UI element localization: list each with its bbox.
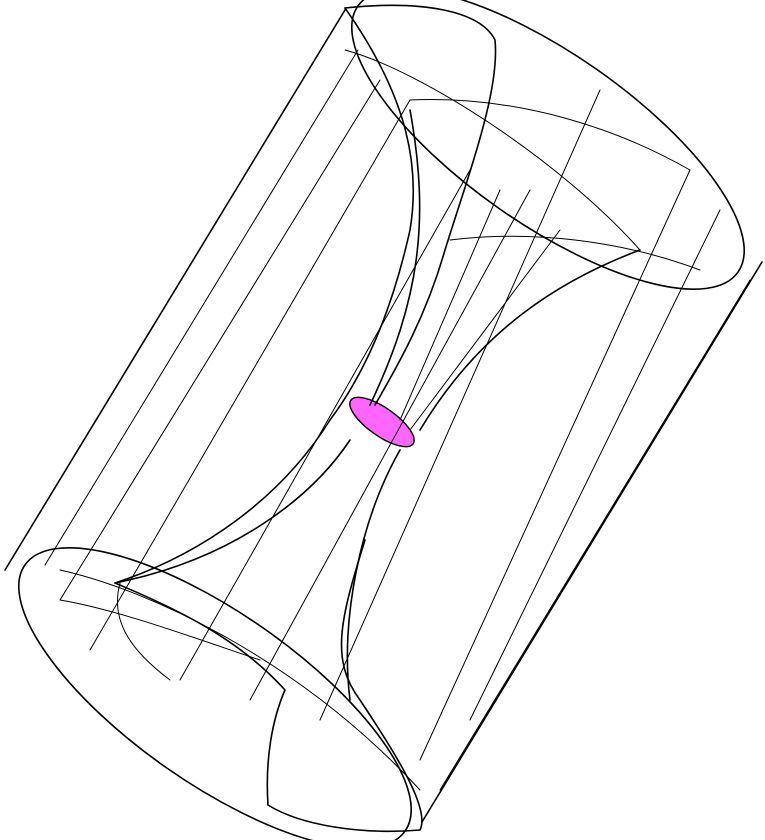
cylinder-edge-left xyxy=(4,9,346,571)
ruling-2 xyxy=(179,169,471,681)
ruling-4 xyxy=(319,89,601,721)
cylinder-inner-right xyxy=(439,279,751,791)
top-meridian-1 xyxy=(409,99,691,171)
hyperboloid-curve-lower-right xyxy=(346,449,401,701)
bottom-inner-rim xyxy=(59,569,421,791)
ruling-1 xyxy=(89,99,411,651)
strip-edge-lower-left xyxy=(114,419,331,806)
hyperboloid-curve-left xyxy=(369,109,421,406)
top-meridian-2 xyxy=(449,235,701,271)
hyperboloid-curve-lower xyxy=(114,439,351,584)
ruling-5 xyxy=(419,169,691,761)
bottom-meridian-2 xyxy=(116,582,171,681)
top-cap-ellipse xyxy=(351,0,745,290)
hyperboloid-curve-right xyxy=(419,249,641,431)
cylinder-edge-right xyxy=(421,261,763,823)
throat-ring xyxy=(349,396,415,448)
bottom-cap-ellipse xyxy=(18,547,412,840)
strip-edge-upper-right xyxy=(344,4,497,406)
ruling-9 xyxy=(409,229,561,431)
ruling-8 xyxy=(399,189,501,421)
cylinder-inner-left xyxy=(44,49,359,566)
strip-edge-lower-right xyxy=(267,539,423,833)
ruling-7 xyxy=(59,79,381,601)
ruling-3 xyxy=(249,189,531,701)
ruling-6 xyxy=(469,209,721,721)
strip-edge-upper-left xyxy=(329,7,415,421)
bottom-meridian-1 xyxy=(59,599,261,661)
